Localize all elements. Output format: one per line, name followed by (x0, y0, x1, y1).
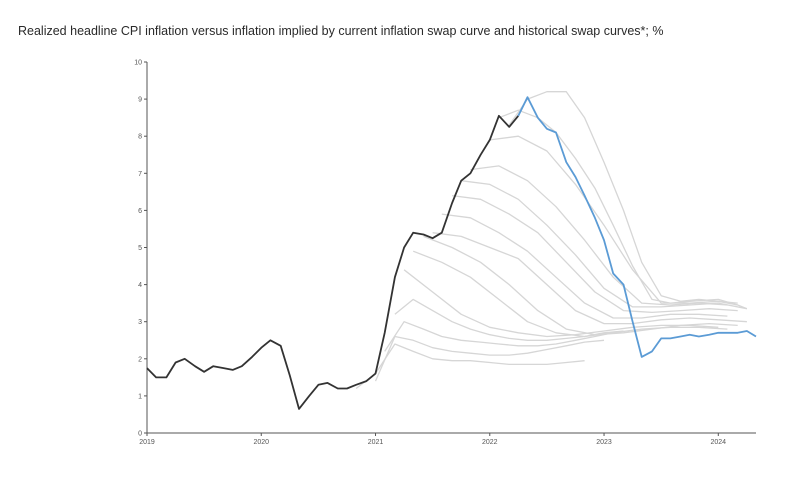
historical-swap-line-8 (432, 232, 747, 325)
current-swap-line (517, 96, 757, 358)
historical-swap-line-2 (374, 335, 605, 382)
y-tick-label: 8 (138, 134, 142, 141)
x-tick-label: 2019 (139, 439, 155, 446)
y-tick-label: 7 (138, 171, 142, 178)
x-tick-label: 2022 (482, 439, 498, 446)
chart-title: Realized headline CPI inflation versus i… (18, 24, 664, 38)
x-tick-label: 2020 (253, 439, 269, 446)
y-tick-label: 10 (134, 60, 142, 67)
historical-swap-line-13 (489, 135, 738, 304)
y-tick-label: 4 (138, 282, 142, 289)
historical-swap-line-7 (423, 235, 738, 336)
historical-swap-line-3 (384, 321, 614, 352)
historical-swap-line-10 (452, 194, 738, 314)
historical-swap-line-12 (470, 165, 728, 306)
y-tick-label: 2 (138, 356, 142, 363)
historical-swap-line-5 (403, 269, 719, 338)
x-tick-label: 2024 (711, 439, 727, 446)
historical-swap-curves (355, 91, 748, 390)
historical-swap-line-9 (441, 213, 728, 319)
realized-cpi-series (146, 114, 519, 410)
y-axis: 0 1 2 3 4 5 6 7 8 9 10 (134, 60, 148, 438)
historical-swap-line-15 (508, 91, 748, 310)
historical-swap-line-1 (355, 343, 585, 390)
realized-cpi-line (146, 114, 519, 410)
x-tick-label: 2021 (368, 439, 384, 446)
current-swap-curve-series (517, 96, 757, 358)
y-tick-label: 9 (138, 97, 142, 104)
x-tick-label: 2023 (596, 439, 612, 446)
y-tick-label: 1 (138, 393, 142, 400)
y-tick-label: 3 (138, 319, 142, 326)
y-tick-label: 5 (138, 245, 142, 252)
y-tick-label: 6 (138, 208, 142, 215)
x-axis: 2019 2020 2021 2022 2023 2024 (139, 432, 756, 446)
historical-swap-line-14 (498, 109, 738, 306)
historical-swap-line-11 (461, 180, 748, 310)
historical-swap-line-6 (412, 250, 728, 338)
y-tick-label: 0 (138, 431, 142, 438)
